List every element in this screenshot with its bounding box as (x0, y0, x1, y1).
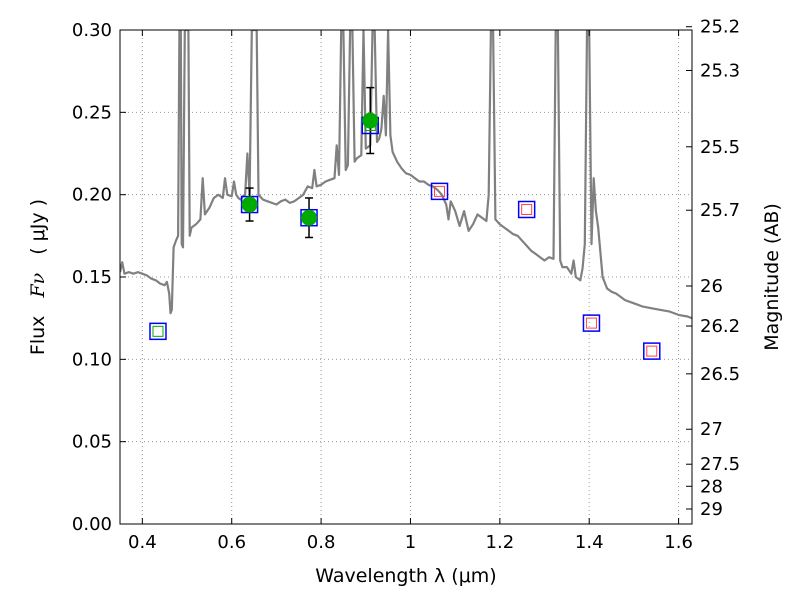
magnitude-tick-label: 26.2 (700, 316, 740, 337)
magnitude-tick-label: 29 (700, 499, 723, 520)
magnitude-axis-label: Magnitude (AB) (761, 203, 783, 351)
magnitude-tick-label: 26.5 (700, 364, 740, 385)
magnitude-tick-label: 25.3 (700, 60, 740, 81)
plot-frame (119, 29, 693, 525)
grid-lines (120, 29, 692, 525)
y-axis-ticks: 0.00 0.05 0.10 0.15 0.20 0.25 0.30 (72, 20, 126, 535)
template-spectrum-line (120, 30, 692, 320)
x-tick-label: 0.4 (128, 532, 157, 553)
model-box-marker (430, 182, 449, 201)
model-boxes-series (149, 116, 661, 360)
model-box-marker (517, 200, 536, 219)
model-box-marker (643, 342, 661, 360)
x-axis-label: Wavelength λ (μm) (315, 565, 496, 587)
model-box-inner-marker (646, 345, 658, 357)
magnitude-tick-label: 25.5 (700, 137, 740, 158)
model-box-inner-marker (521, 203, 533, 215)
x-tick-label: 1 (405, 532, 416, 553)
y-tick-label: 0.25 (72, 102, 112, 123)
y-tick-label: 0.30 (72, 20, 112, 41)
y-axis-label-symbol: Fν (27, 272, 49, 298)
x-tick-label: 0.6 (217, 532, 246, 553)
magnitude-tick-label: 26 (700, 276, 723, 297)
x-tick-label: 1.2 (486, 532, 515, 553)
model-box-marker (149, 322, 167, 341)
observed-data-point (301, 209, 318, 226)
magnitude-tick-label: 28 (700, 476, 723, 497)
y-tick-label: 0.00 (72, 514, 112, 535)
y-axis-label-text: Flux (27, 316, 49, 356)
x-tick-label: 1.6 (664, 532, 693, 553)
y-tick-label: 0.20 (72, 185, 112, 206)
y-axis-label: Flux Fν ( μJy ) (27, 199, 49, 355)
model-box-inner-marker (585, 317, 597, 329)
x-tick-label: 1.4 (575, 532, 604, 553)
observed-points-series (241, 112, 379, 226)
x-tick-label: 0.8 (307, 532, 336, 553)
y-tick-label: 0.15 (72, 267, 112, 288)
magnitude-tick-label: 25.2 (700, 17, 740, 38)
template-spectrum-series (120, 30, 692, 320)
y-tick-label: 0.05 (72, 432, 112, 453)
model-box-marker (582, 314, 601, 332)
observed-data-point (362, 112, 379, 129)
magnitude-tick-label: 27.5 (700, 454, 740, 475)
x-axis-ticks: 0.4 0.6 0.8 1 1.2 1.4 1.6 (128, 30, 693, 553)
model-box-inner-marker (434, 185, 446, 197)
y-tick-label: 0.10 (72, 349, 112, 370)
magnitude-tick-label: 27 (700, 419, 723, 440)
observed-data-point (241, 196, 258, 213)
model-box-inner-marker (152, 325, 164, 337)
magnitude-tick-label: 25.7 (700, 200, 740, 221)
y-axis-label-unit: ( μJy ) (27, 199, 49, 255)
